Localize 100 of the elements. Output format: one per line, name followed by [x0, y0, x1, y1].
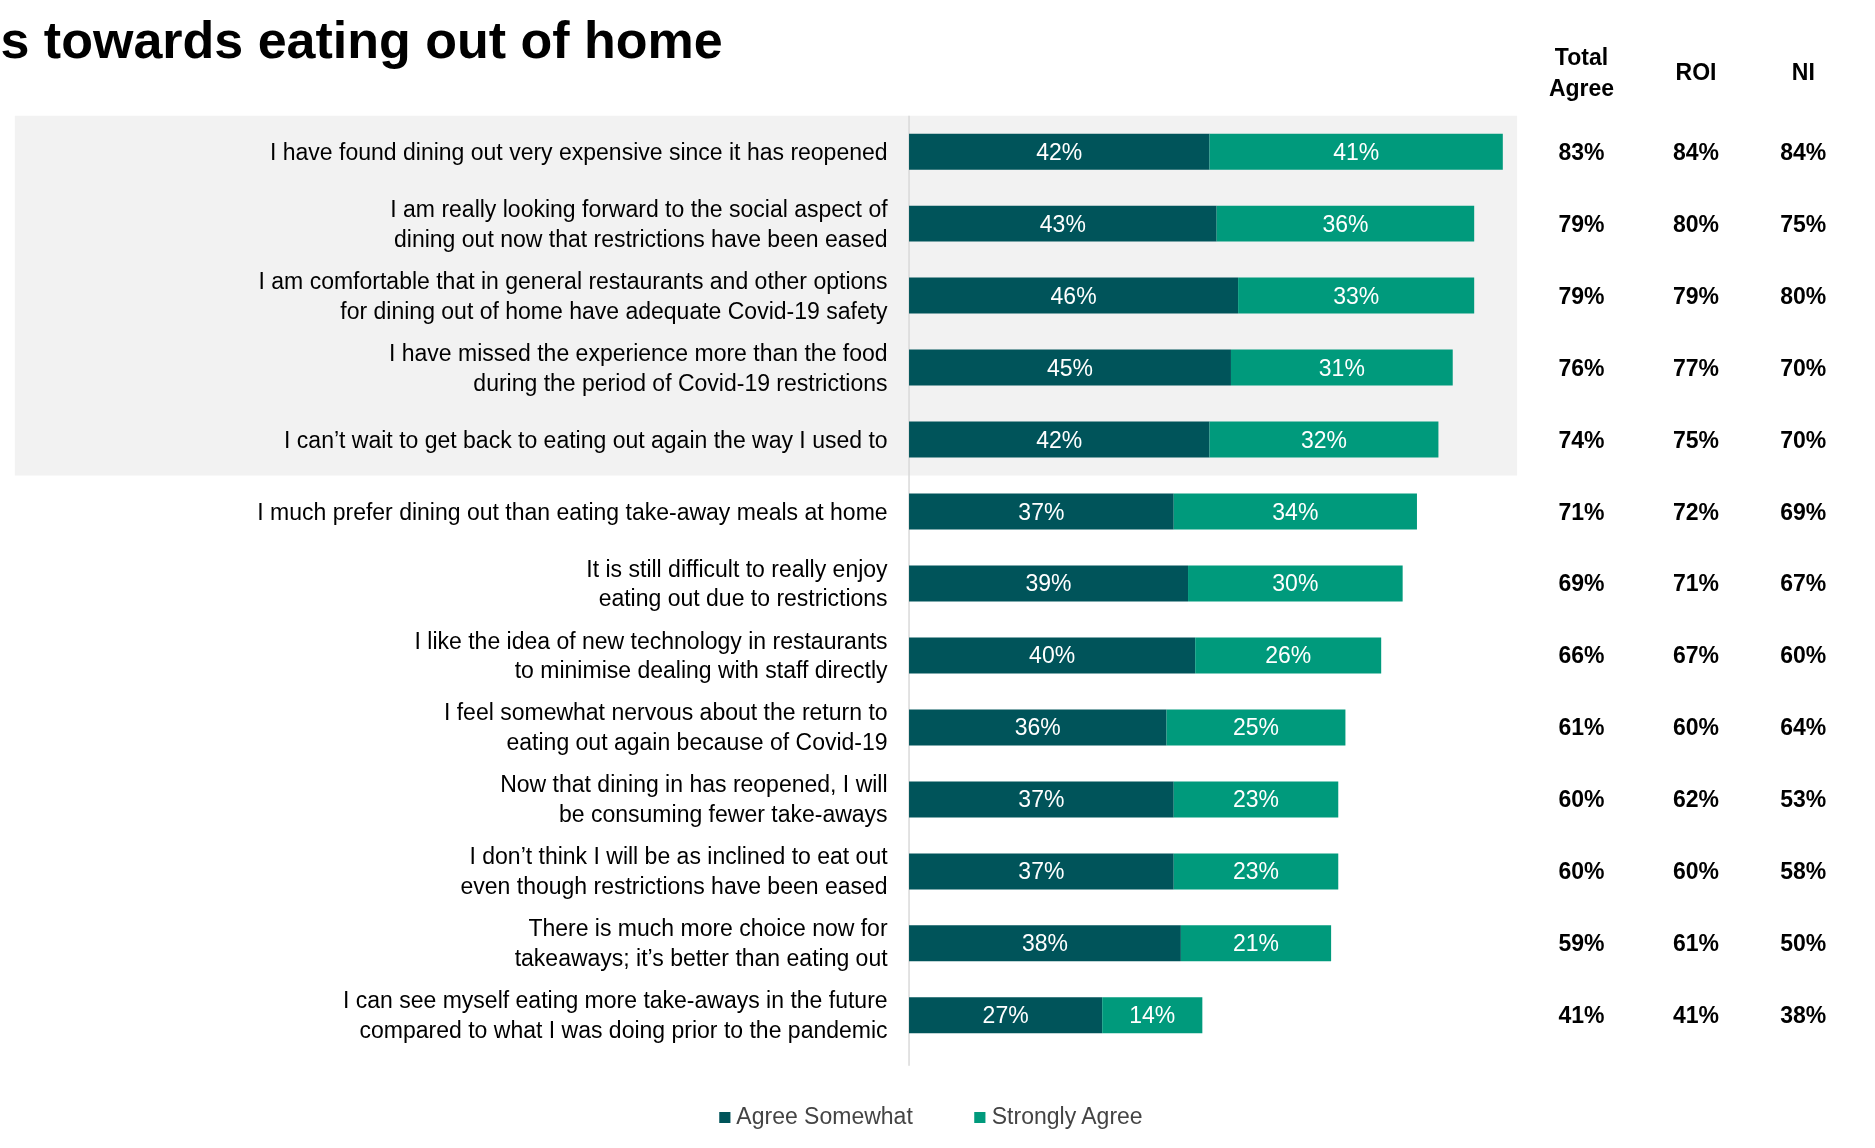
bar [1216, 205, 1475, 242]
text: 61% [1558, 714, 1605, 741]
bar [909, 781, 1174, 818]
text: 80% [1780, 282, 1827, 309]
text: 67% [1780, 570, 1827, 597]
data-label: 45% [1046, 354, 1094, 381]
text: 58% [1780, 858, 1827, 885]
text: 79% [1558, 210, 1605, 237]
data-label: 39% [1025, 570, 1072, 597]
text: 83% [1558, 138, 1605, 165]
text: 75% [1780, 210, 1827, 237]
bar [1173, 781, 1339, 818]
text: 60% [1558, 786, 1605, 813]
y-tick-label: It is still difficult to really enjoy eating out due to restrictions [586, 555, 889, 612]
bar [909, 997, 1103, 1034]
y-tick-label: I don’t think I will be as inclined to eat out even though restrictions have been eased [460, 843, 889, 900]
text: 60% [1780, 642, 1827, 669]
text: 66% [1558, 642, 1605, 669]
text: NI [1791, 59, 1815, 86]
data-label: 43% [1039, 210, 1086, 237]
text: ROI [1675, 59, 1717, 86]
text: 60% [1672, 714, 1719, 741]
y-tick-label: I have missed the experience more than the food during the period of Covid-19 restrictions [388, 339, 888, 396]
data-label: 36% [1014, 714, 1061, 741]
text: 64% [1780, 714, 1827, 741]
text: 41% [1672, 1002, 1719, 1029]
bar [1173, 853, 1339, 890]
text: 41% [1558, 1002, 1605, 1029]
text: 60% [1672, 858, 1719, 885]
text: 38% [1780, 1002, 1827, 1029]
data-label: 37% [1018, 498, 1065, 525]
bar [1173, 493, 1417, 530]
data-label: 23% [1232, 858, 1280, 885]
y-tick-label: I have found dining out very expensive since it has reopened [270, 138, 888, 165]
text: 60% [1558, 858, 1605, 885]
bar [909, 709, 1167, 746]
data-label: 38% [1021, 930, 1068, 957]
y-tick-label: I much prefer dining out than eating take-away meals at home [257, 498, 888, 525]
bar [1188, 565, 1403, 602]
bar [909, 421, 1210, 458]
data-label: 42% [1036, 426, 1083, 453]
data-label: 33% [1333, 282, 1380, 309]
y-tick-label: I feel somewhat nervous about the return to eating out again because of Covid-19 [443, 699, 888, 756]
y-tick-label: I am really looking forward to the social aspect of dining out now that restrictions have been eased [390, 195, 889, 252]
text: 79% [1672, 282, 1719, 309]
text: 59% [1558, 930, 1605, 957]
data-label: 32% [1300, 426, 1347, 453]
bar [909, 637, 1196, 674]
text: 70% [1780, 426, 1827, 453]
y-tick-label: Now that dining in has reopened, I will be consuming fewer take-aways [500, 771, 888, 828]
data-label: 27% [982, 1002, 1029, 1029]
text: 53% [1780, 786, 1827, 813]
text: 84% [1780, 138, 1827, 165]
text: 71% [1558, 498, 1605, 525]
data-label: 37% [1018, 786, 1065, 813]
data-label: 37% [1018, 858, 1065, 885]
text: 79% [1558, 282, 1605, 309]
text: 69% [1780, 498, 1827, 525]
y-tick-label: I am comfortable that in general restaurants and other options for dining out of home have adequate Covid-19 safety [258, 267, 889, 324]
bar [1195, 637, 1382, 674]
text: 84% [1672, 138, 1719, 165]
text: 77% [1672, 354, 1719, 381]
data-label: 26% [1265, 642, 1312, 669]
data-label: 25% [1232, 714, 1280, 741]
data-label: 23% [1232, 786, 1280, 813]
text: 74% [1558, 426, 1605, 453]
bar [1209, 421, 1439, 458]
text: 50% [1780, 930, 1827, 957]
data-label: 21% [1232, 930, 1280, 957]
bar [1230, 349, 1453, 386]
y-tick-label: I like the idea of new technology in restaurants to minimise dealing with staff directly [414, 627, 889, 684]
legend-label: Agree Somewhat [736, 1103, 913, 1130]
data-label: 14% [1129, 1002, 1176, 1029]
bar [909, 565, 1189, 602]
y-tick-label: I can see myself eating more take-aways in the future compared to what I was doing prior to the pandemic [342, 987, 888, 1044]
legend-label: Strongly Agree [991, 1103, 1143, 1130]
text: 71% [1672, 570, 1719, 597]
bar [1180, 925, 1332, 962]
bar [1238, 277, 1475, 314]
data-label: 42% [1036, 138, 1083, 165]
y-tick-label: I can’t wait to get back to eating out again the way I used to [284, 426, 888, 453]
bar [909, 133, 1210, 170]
text: s towards eating out of home [0, 11, 723, 70]
bar [1102, 997, 1203, 1034]
text: 72% [1672, 498, 1719, 525]
text: 80% [1672, 210, 1719, 237]
data-label: 41% [1333, 138, 1380, 165]
text: Total Agree [1548, 43, 1615, 102]
data-label: 31% [1318, 354, 1365, 381]
data-label: 30% [1272, 570, 1319, 597]
bar [1209, 133, 1503, 170]
text: 69% [1558, 570, 1605, 597]
data-label: 46% [1050, 282, 1097, 309]
text: 76% [1558, 354, 1605, 381]
bar [909, 493, 1174, 530]
y-tick-label: There is much more choice now for takeaways; it’s better than eating out [514, 915, 889, 972]
bar [1166, 709, 1346, 746]
data-label: 34% [1272, 498, 1319, 525]
bar [909, 205, 1217, 242]
bar [909, 925, 1181, 962]
